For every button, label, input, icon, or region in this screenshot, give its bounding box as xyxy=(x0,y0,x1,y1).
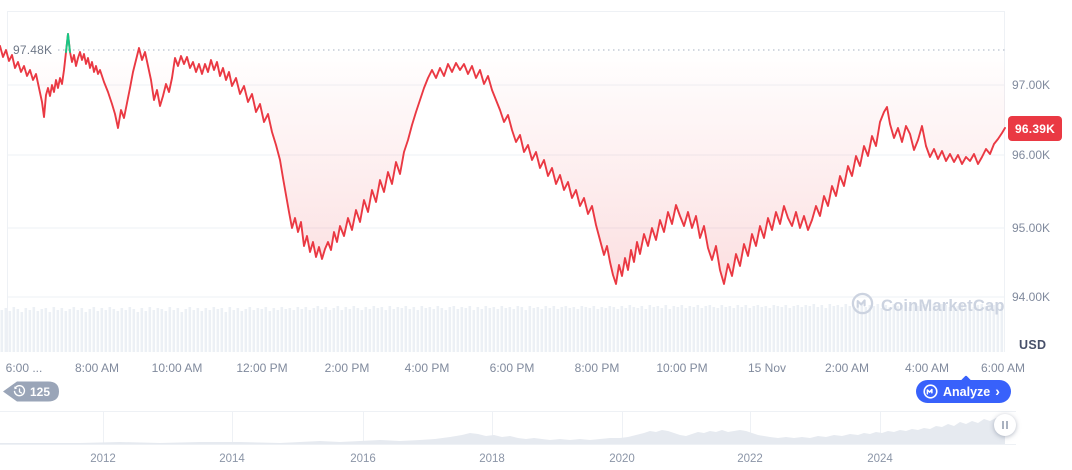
currency-unit-label: USD xyxy=(1019,338,1047,352)
time-tick-label: 8:00 PM xyxy=(574,361,620,375)
price-tick-label: 95.00K xyxy=(1012,221,1051,235)
price-line xyxy=(0,33,1006,285)
ath-price-label: 97.48K xyxy=(13,43,53,57)
year-tick-label: 2016 xyxy=(350,453,376,465)
watermark: CoinMarketCap xyxy=(851,292,1005,320)
coinmarketcap-logo-icon xyxy=(851,292,874,320)
history-count-badge[interactable]: 125 xyxy=(2,380,60,403)
minimap-area xyxy=(0,418,1005,444)
watermark-text: CoinMarketCap xyxy=(881,296,1005,315)
analyze-label: Analyze xyxy=(943,384,991,399)
time-tick-label: 4:00 AM xyxy=(904,361,950,375)
price-tick-label: 97.00K xyxy=(1012,78,1051,92)
ath-spike-segment xyxy=(65,33,71,53)
time-tick-label: 6:00 PM xyxy=(489,361,535,375)
time-tick-label: 2:00 PM xyxy=(324,361,370,375)
time-tick-label: 10:00 AM xyxy=(151,361,203,375)
time-tick-label: 2:00 AM xyxy=(824,361,870,375)
history-count: 125 xyxy=(29,384,50,399)
chevron-right-icon: › xyxy=(995,383,1000,399)
year-tick-label: 2024 xyxy=(867,453,893,465)
price-area-fill xyxy=(0,34,1005,284)
pause-drag-handle-icon xyxy=(1006,421,1008,429)
price-tick-label: 94.00K xyxy=(1012,290,1051,304)
pause-drag-handle-icon xyxy=(1002,421,1004,429)
price-tick-label: 96.00K xyxy=(1012,148,1051,162)
time-tick-label: 4:00 PM xyxy=(404,361,450,375)
clock-history-icon xyxy=(13,385,26,398)
time-tick-label: 12:00 PM xyxy=(236,361,288,375)
current-price-badge: 96.39K xyxy=(1008,116,1062,141)
year-tick-label: 2018 xyxy=(479,453,505,465)
year-tick-label: 2022 xyxy=(737,453,763,465)
year-tick-label: 2014 xyxy=(219,453,245,465)
time-tick-label: 8:00 AM xyxy=(74,361,120,375)
time-tick-label: 6:00 AM xyxy=(980,361,1026,375)
year-tick-label: 2012 xyxy=(90,453,116,465)
time-tick-label: 6:00 ... xyxy=(5,361,43,375)
timeline-drag-handle[interactable] xyxy=(994,414,1016,436)
coinmarketcap-logo-icon xyxy=(923,384,938,399)
time-tick-label: 10:00 PM xyxy=(656,361,708,375)
analyze-button[interactable]: Analyze › xyxy=(916,375,1011,403)
time-tick-label: 15 Nov xyxy=(747,361,787,375)
year-tick-label: 2020 xyxy=(609,453,635,465)
volume-bars xyxy=(0,304,1004,352)
